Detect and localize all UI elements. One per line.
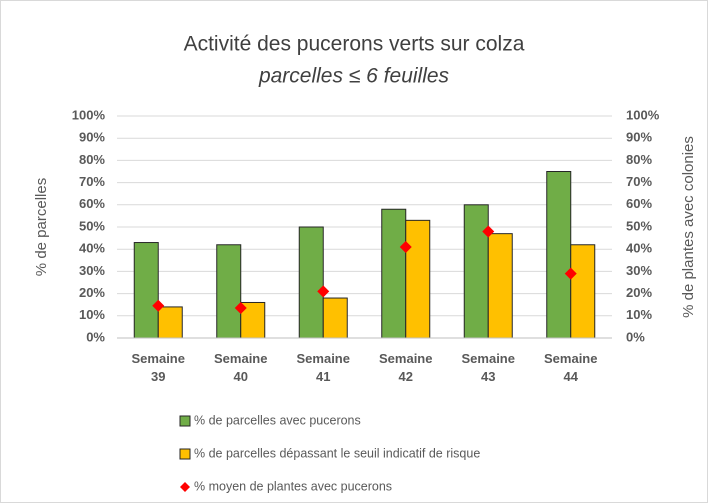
y-tick-label: 10% [79, 307, 105, 322]
bar [381, 208, 407, 339]
y2-tick-label: 10% [626, 307, 652, 322]
y2-tick-label: 100% [626, 107, 660, 122]
y2-tick-label: 0% [626, 329, 645, 344]
y-tick-label: 70% [79, 174, 105, 189]
x-tick-label: Semaine 42 [379, 351, 433, 384]
legend-label: % moyen de plantes avec pucerons [194, 479, 392, 493]
y2-tick-label: 20% [626, 285, 652, 300]
y2-tick-label: 50% [626, 218, 652, 233]
bar [298, 226, 324, 339]
point [234, 302, 247, 315]
chart-title: Activité des pucerons verts sur colza [184, 33, 525, 56]
legend-marker [180, 482, 190, 492]
y2-tick-label: 90% [626, 130, 652, 145]
x-tick-label: Semaine 44 [544, 351, 598, 384]
y2-tick-label: 30% [626, 263, 652, 278]
y2-tick-label: 60% [626, 196, 652, 211]
legend-label: % de parcelles dépassant le seuil indica… [194, 446, 480, 460]
bar [133, 242, 159, 339]
bar [570, 244, 596, 339]
y2-axis-title: % de plantes avec colonies [680, 136, 697, 318]
y-tick-label: 100% [72, 107, 106, 122]
y-tick-label: 0% [86, 329, 105, 344]
y2-tick-label: 40% [626, 241, 652, 256]
point [482, 225, 495, 238]
y-tick-label: 30% [79, 263, 105, 278]
bar [487, 233, 513, 339]
x-tick-label: Semaine 43 [461, 351, 515, 384]
point [317, 285, 330, 298]
y2-tick-label: 80% [626, 152, 652, 167]
bar [216, 244, 242, 339]
x-tick-label: Semaine 41 [296, 351, 350, 384]
y-tick-label: 90% [79, 130, 105, 145]
x-tick-label: Semaine 40 [214, 351, 268, 384]
y-tick-label: 20% [79, 285, 105, 300]
bar [463, 204, 489, 339]
bar [157, 306, 183, 339]
point [399, 240, 412, 253]
point [152, 299, 165, 312]
y-tick-label: 60% [79, 196, 105, 211]
bar [322, 297, 348, 339]
x-tick-label: Semaine 39 [131, 351, 185, 384]
y-axis-title: % de parcelles [33, 178, 50, 276]
y-tick-label: 80% [79, 152, 105, 167]
y-tick-label: 40% [79, 241, 105, 256]
legend-marker [179, 448, 191, 460]
bar [546, 171, 572, 339]
legend-label: % de parcelles avec pucerons [194, 413, 361, 427]
point [564, 267, 577, 280]
legend-marker [179, 415, 191, 427]
y-tick-label: 50% [79, 218, 105, 233]
bar [405, 219, 431, 339]
y2-tick-label: 70% [626, 174, 652, 189]
chart-subtitle: parcelles ≤ 6 feuilles [258, 65, 450, 88]
